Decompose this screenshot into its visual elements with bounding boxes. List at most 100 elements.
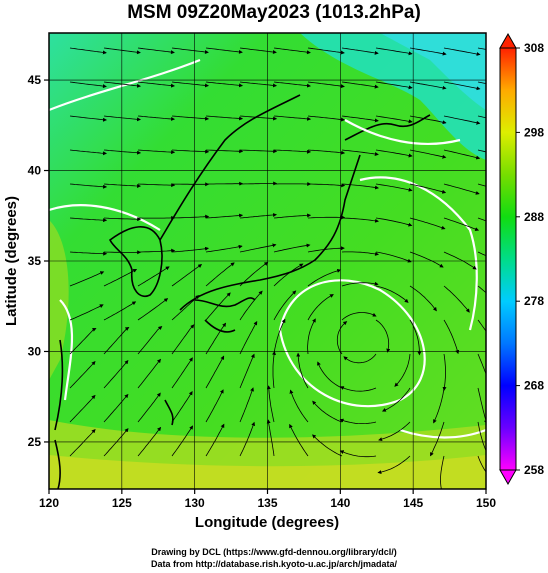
streamline [477,47,486,50]
streamline [273,213,312,219]
streamline [409,47,447,56]
streamline [239,321,258,355]
colorbar-tick-label: 298 [524,125,544,139]
streamline [307,318,316,355]
streamline [272,350,276,389]
streamline [103,301,137,321]
streamline [307,115,345,122]
lon-tick-label: 150 [476,496,496,510]
streamline [69,183,108,189]
lat-tick-label: 35 [28,254,42,268]
streamline [239,261,269,287]
streamline [409,217,446,230]
streamline [239,421,255,457]
streamline [205,244,243,253]
streamline [443,149,481,160]
streamline [171,214,210,219]
streamline [307,47,345,55]
streamline [205,355,225,389]
streamline [171,149,210,154]
streamline [341,183,379,190]
streamline [375,251,412,263]
streamline [477,183,486,187]
streamline [171,391,193,423]
longitude-ticks: 120 125 130 135 140 145 150 [39,489,496,510]
streamline [205,149,244,154]
streamline [341,81,379,89]
streamline [339,450,377,458]
streamline [171,357,193,389]
streamline [138,248,176,253]
colorbar-ticks: 308 298 288 278 268 258 [516,41,544,477]
streamline [477,421,486,458]
streamline [205,389,224,423]
streamline [443,47,481,56]
streamline [137,392,161,423]
streamline [273,290,297,321]
streamline [137,47,175,55]
streamline [443,217,480,231]
streamline [69,271,105,287]
streamline [103,217,142,222]
streamline [205,322,227,355]
streamline [171,246,209,253]
colorbar-min-arrow [499,469,517,486]
streamline [205,423,225,457]
streamline [205,292,231,321]
streamline [375,319,391,353]
streamline [409,251,444,268]
streamline [239,290,263,321]
streamline [375,115,413,124]
streamline [377,455,411,475]
streamline [343,353,377,364]
streamline [273,318,286,355]
lon-tick-label: 135 [257,496,277,510]
streamline [239,115,278,121]
streamline [341,149,379,156]
streamline [341,115,379,123]
streamline [307,268,342,287]
streamline [239,353,255,389]
streamline [341,312,377,321]
streamline [443,251,477,270]
streamline [409,81,447,90]
streamline [477,353,486,375]
streamline [137,358,161,389]
streamline [205,213,244,219]
streamline [171,264,203,287]
y-axis-label: Latitude (degrees) [3,196,20,326]
streamline [307,215,346,220]
streamline [394,353,411,387]
streamline [289,423,309,457]
streamline [341,281,379,287]
streamline [103,359,129,389]
colorbar-tick-label: 308 [524,41,544,55]
streamline [439,455,445,489]
streamline [240,181,278,186]
colorbar: 308 298 288 278 268 258 [499,32,544,486]
streamline [477,217,486,222]
streamline [312,434,343,457]
streamline [341,47,379,55]
streamline [378,421,411,442]
latitude-ticks: 25 30 35 40 45 [28,73,49,449]
streamline [239,387,254,423]
colorbar-tick-label: 258 [524,463,544,477]
streamline [375,285,409,303]
streamline [339,386,377,392]
streamline [171,324,195,355]
streamline [137,266,170,287]
streamline [409,149,447,159]
streamline [307,294,334,321]
streamline [239,149,278,154]
streamline [103,183,142,188]
lon-tick-label: 145 [403,496,423,510]
streamline [307,246,345,253]
streamline [69,304,104,321]
credit-line-2: Data from http://database.rish.kyoto-u.a… [150,559,398,569]
streamline [443,81,481,91]
lat-lon-grid [49,33,486,489]
streamline [273,81,311,88]
colorbar-tick-label: 278 [524,294,544,308]
colorbar-tick-label: 268 [524,379,544,393]
